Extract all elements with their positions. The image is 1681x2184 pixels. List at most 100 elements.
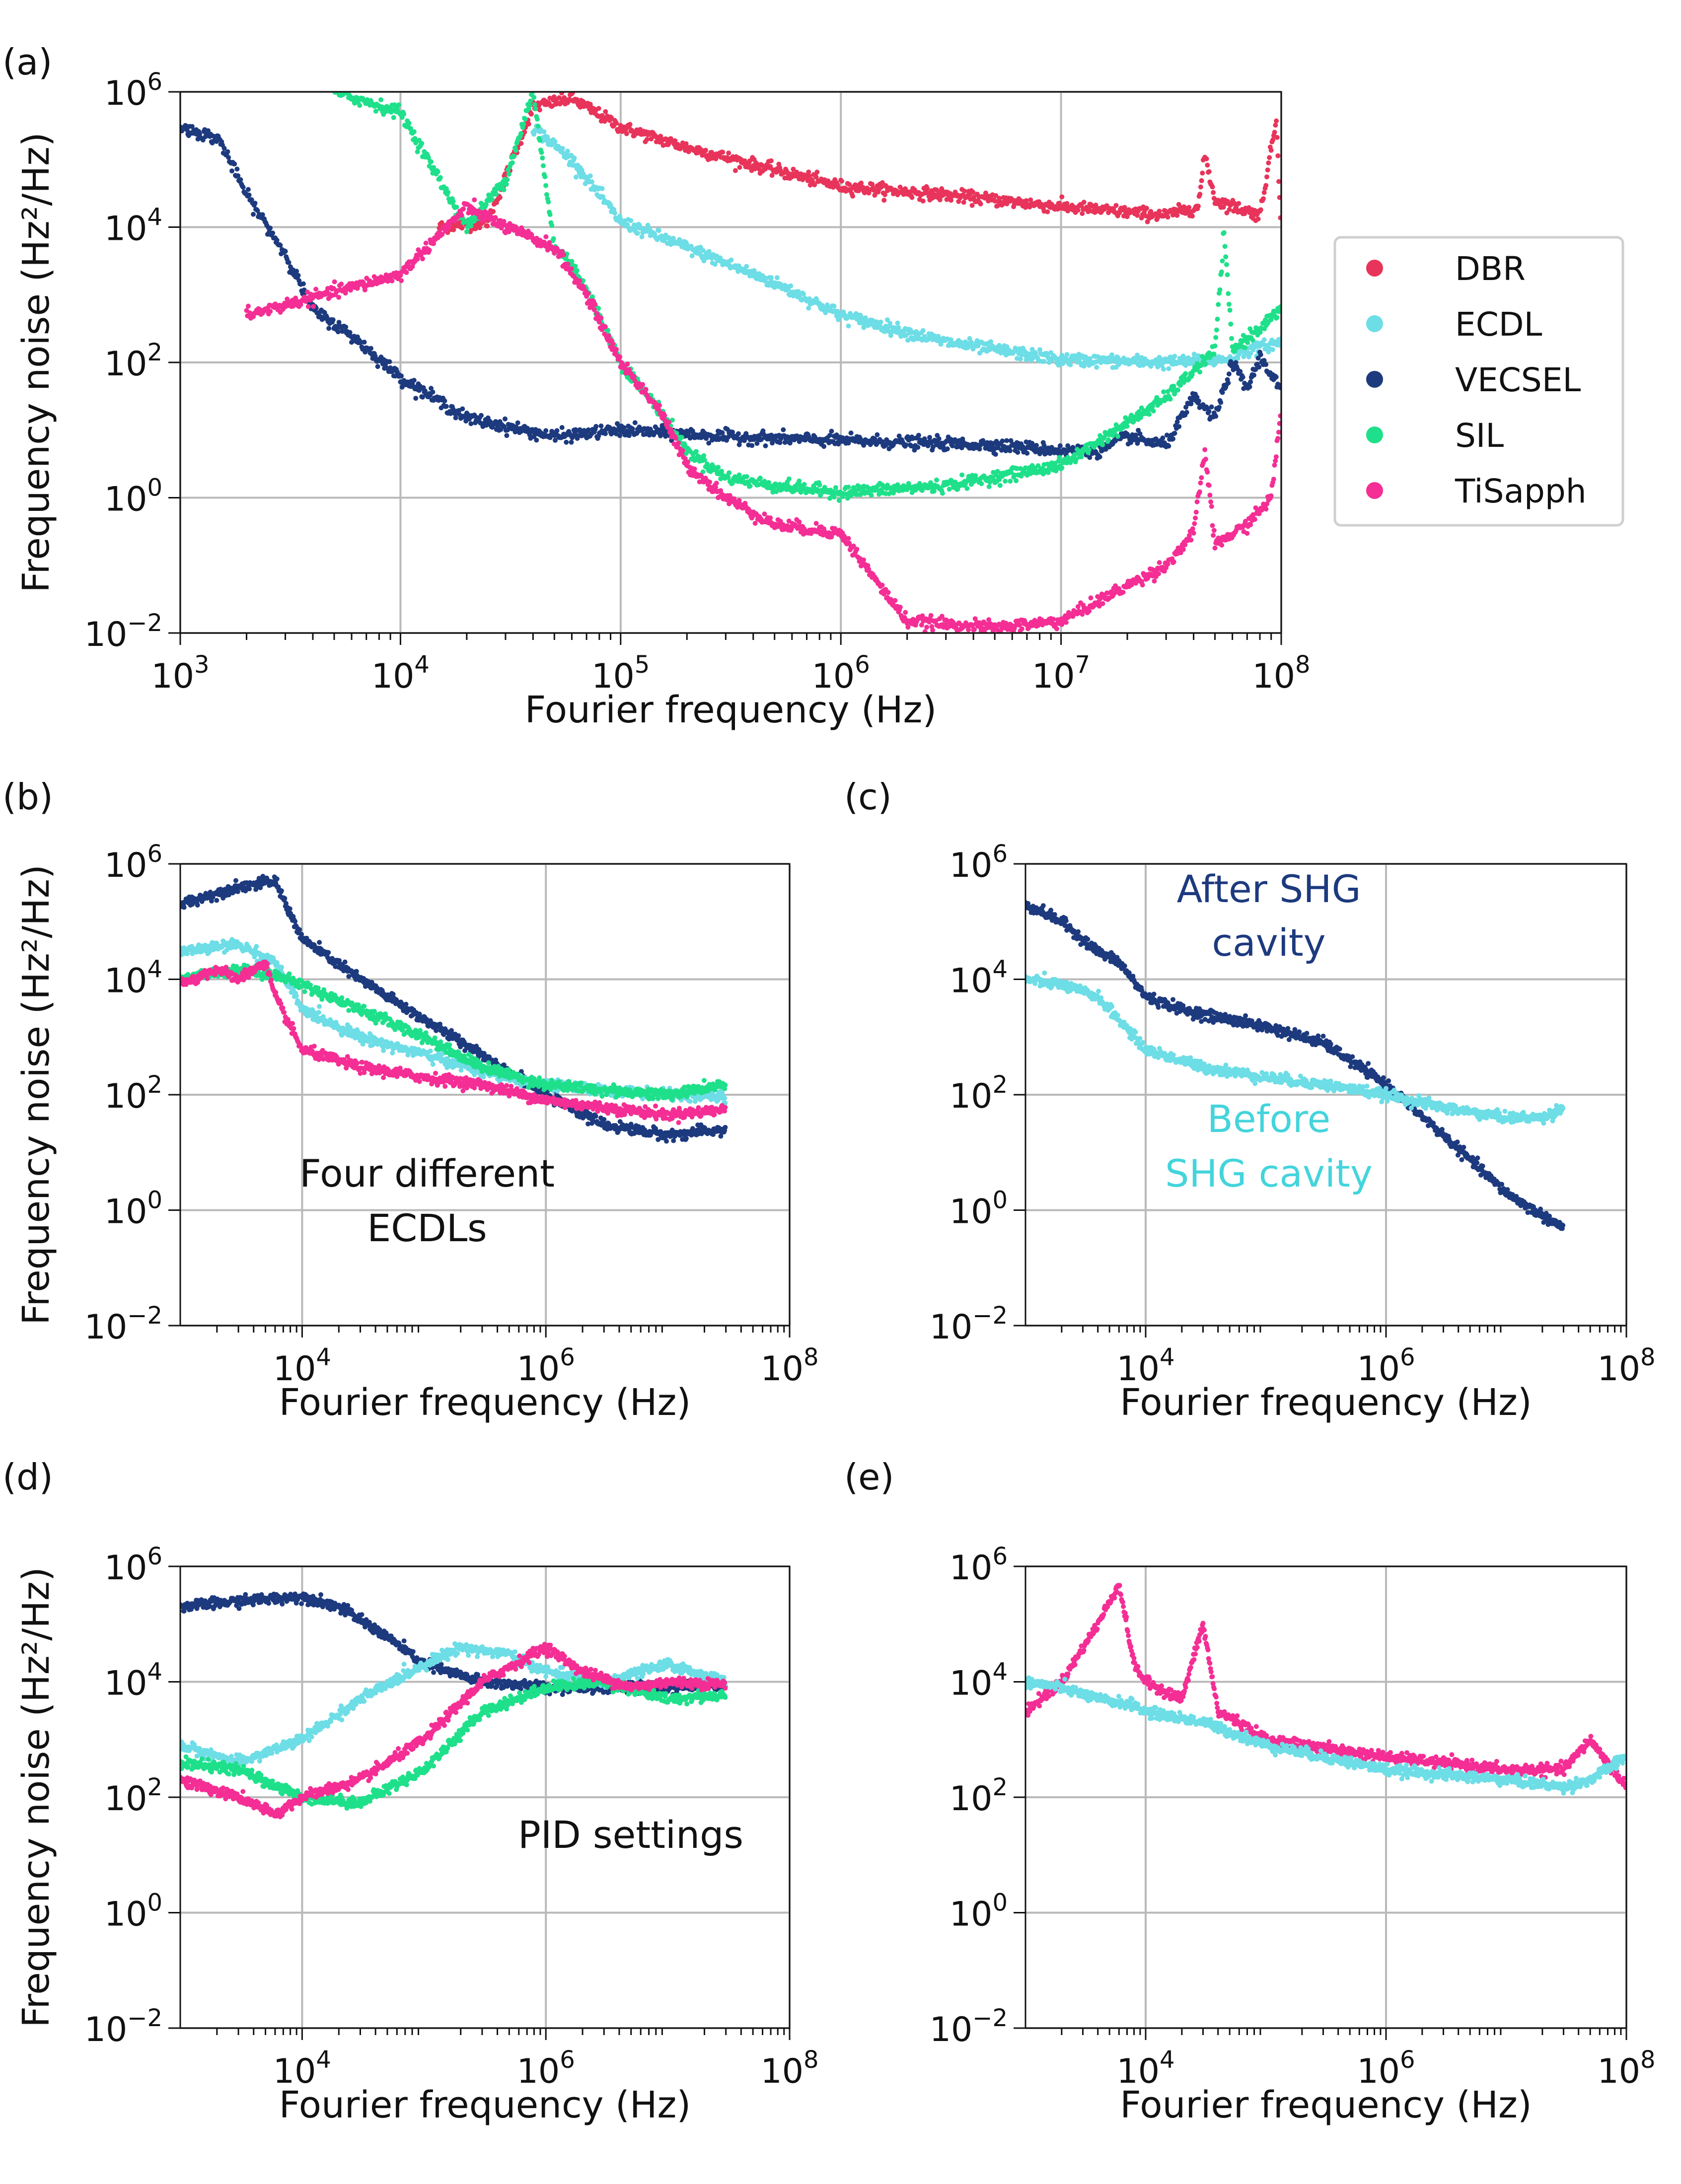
data-point	[959, 472, 965, 478]
data-point	[599, 186, 605, 191]
data-point	[573, 174, 579, 180]
data-point	[872, 193, 877, 198]
data-point	[1113, 203, 1119, 208]
data-point	[232, 161, 237, 167]
data-point	[1258, 207, 1263, 212]
data-point	[1097, 454, 1102, 460]
data-point	[1003, 479, 1008, 484]
data-points	[180, 92, 1281, 633]
data-point	[1124, 214, 1130, 219]
data-point	[389, 278, 395, 283]
data-point	[245, 187, 251, 192]
data-point	[1115, 433, 1120, 439]
data-point	[411, 129, 417, 135]
data-point	[614, 347, 619, 352]
data-point	[640, 382, 645, 387]
data-point	[632, 374, 637, 379]
data-point	[627, 122, 633, 127]
data-point	[936, 436, 942, 441]
data-point	[673, 435, 678, 441]
data-point	[532, 102, 537, 107]
data-point	[606, 333, 611, 339]
data-point	[305, 304, 311, 309]
data-point	[737, 165, 742, 170]
data-point	[763, 443, 768, 448]
data-point	[430, 389, 436, 395]
data-point	[600, 194, 606, 200]
data-point	[1174, 212, 1180, 218]
data-point	[662, 413, 667, 418]
data-point	[489, 197, 495, 202]
data-point	[574, 268, 580, 273]
data-point	[1273, 374, 1279, 380]
data-point	[459, 225, 465, 231]
data-point	[666, 420, 671, 425]
data-point	[727, 470, 732, 476]
data-point	[993, 452, 998, 457]
data-point	[577, 278, 583, 283]
data-point	[1248, 379, 1253, 385]
data-point	[1255, 216, 1261, 222]
data-point	[547, 212, 553, 217]
data-point	[1223, 254, 1229, 260]
data-point	[565, 148, 570, 154]
data-point	[295, 273, 301, 278]
data-point	[1229, 336, 1234, 341]
data-point	[598, 315, 604, 321]
data-point	[1206, 169, 1212, 174]
data-point	[551, 236, 556, 241]
data-point	[506, 171, 512, 177]
data-point	[399, 278, 404, 283]
data-point	[554, 428, 560, 433]
data-point	[1109, 352, 1114, 357]
data-point	[692, 466, 697, 472]
data-point	[885, 324, 891, 330]
data-point	[518, 131, 524, 136]
data-point	[879, 184, 884, 190]
data-point	[528, 98, 533, 104]
data-point	[268, 309, 273, 314]
data-point	[812, 182, 817, 188]
data-point	[399, 373, 404, 379]
data-point	[1007, 448, 1013, 453]
data-point	[1274, 135, 1280, 140]
data-point	[378, 97, 383, 102]
data-point	[850, 194, 856, 199]
data-point	[831, 303, 837, 309]
data-point	[1226, 371, 1232, 377]
data-point	[735, 431, 741, 436]
data-point	[1203, 361, 1208, 367]
data-point	[559, 425, 565, 430]
data-point	[270, 230, 276, 236]
data-point	[833, 485, 838, 491]
data-point	[1226, 291, 1231, 296]
data-point	[593, 423, 599, 429]
data-point	[1224, 262, 1229, 267]
data-point	[1214, 327, 1219, 333]
data-point	[644, 137, 650, 142]
data-point	[1211, 190, 1216, 195]
data-point	[686, 149, 691, 154]
data-point	[1233, 360, 1239, 365]
data-point	[1175, 387, 1180, 393]
data-point	[649, 136, 654, 141]
data-point	[744, 264, 749, 269]
data-point	[762, 511, 767, 517]
data-point	[887, 321, 893, 326]
data-point	[596, 306, 601, 311]
data-point	[1023, 198, 1029, 204]
data-point	[1112, 359, 1118, 364]
data-point	[749, 443, 755, 448]
data-point	[1024, 450, 1030, 456]
data-point	[1221, 230, 1227, 235]
data-point	[1100, 442, 1105, 447]
data-point	[791, 166, 796, 172]
data-point	[450, 199, 456, 204]
data-point	[720, 430, 725, 435]
data-point	[689, 253, 695, 259]
data-point	[468, 421, 474, 426]
data-point	[1220, 258, 1225, 264]
data-point	[1094, 364, 1099, 370]
data-point	[300, 281, 306, 286]
data-point	[459, 212, 464, 218]
